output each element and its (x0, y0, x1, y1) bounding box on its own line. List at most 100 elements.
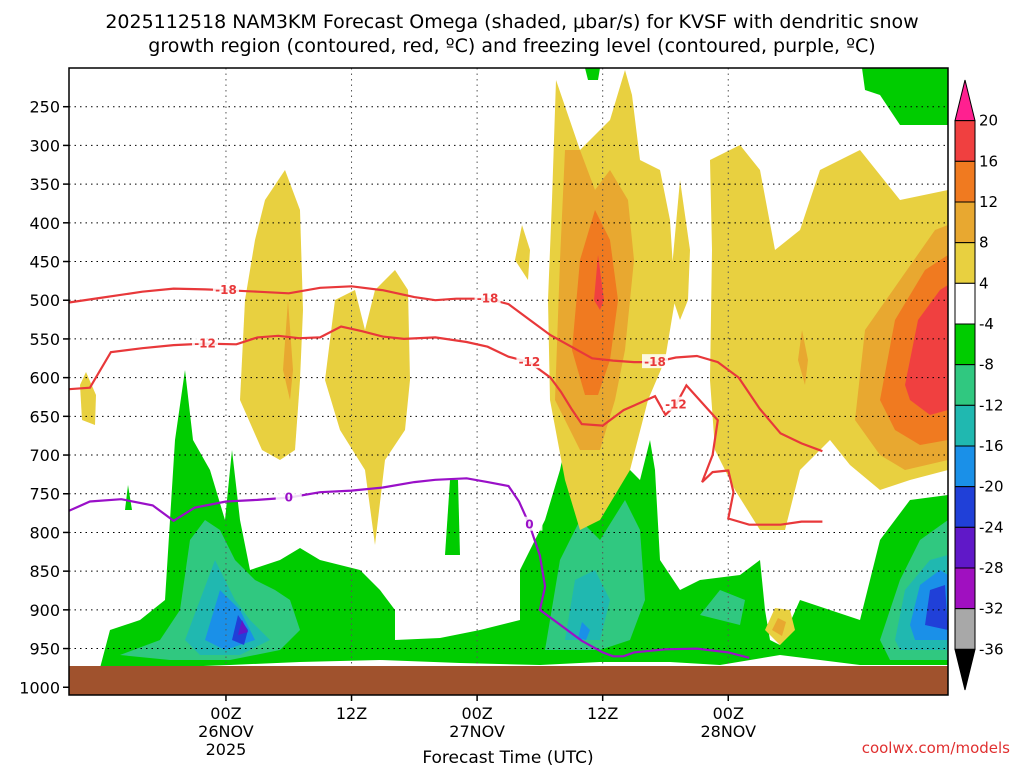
omega-minus12-region4 (700, 590, 745, 625)
colorbar-tick-label: -16 (979, 437, 1004, 455)
colorbar-swatch (954, 201, 976, 244)
y-tick-label: 600 (29, 369, 60, 388)
colorbar-swatch (954, 282, 976, 325)
grid-lines (69, 68, 948, 695)
x-tick-label: 12Z (336, 704, 367, 723)
contour-label: 0 (285, 491, 293, 505)
omega-minus20-region3 (578, 622, 590, 640)
y-tick-label: 900 (29, 601, 60, 620)
y-tick-label: 850 (29, 562, 60, 581)
y-tick-label: 800 (29, 523, 60, 542)
y-tick-label: 1000 (19, 678, 60, 697)
y-tick-label: 550 (29, 330, 60, 349)
credit-text: coolwx.com/models (862, 739, 1010, 757)
contour-label: -18 (215, 283, 237, 297)
omega-positive8-region-i (798, 330, 808, 385)
omega-negative-region-small2 (125, 485, 132, 510)
contour-label: 0 (525, 518, 533, 532)
omega-positive-region-c (515, 225, 530, 280)
y-tick-label: 750 (29, 485, 60, 504)
omega-negative-region-main (100, 370, 948, 668)
contour-label-bg (212, 282, 239, 297)
y-tick-label: 250 (29, 98, 60, 117)
contour-label-bg (662, 396, 689, 411)
x-tick-label: 00Z (713, 704, 744, 723)
omega-negative-region-topright (862, 68, 948, 125)
colorbar: 20 16 12 8 4 -4 -8 -12 -16 -20 -24 -28 -32 -36 (954, 79, 1004, 691)
colorbar-swatch (954, 486, 976, 528)
plot-frame (68, 67, 949, 696)
omega-negative-region-top (585, 68, 600, 80)
colorbar-tick-label: -32 (979, 600, 1004, 618)
colorbar-tick-label: -24 (979, 518, 1004, 536)
colorbar-swatch (954, 608, 976, 650)
contour-label: -12 (665, 398, 687, 412)
colorbar-swatch (954, 160, 976, 203)
y-tick-label: 650 (29, 407, 60, 426)
x-tick-label: 12Z (587, 704, 618, 723)
x-tick-label: 00Z (210, 704, 241, 723)
contour-freezing-level-0c (68, 477, 750, 659)
x-tick-date: 27NOV (449, 722, 505, 741)
contour-label-bg (516, 516, 543, 531)
x-tick-year: 2025 (206, 740, 247, 759)
terrain-surface (69, 666, 948, 695)
y-tick-label: 300 (29, 136, 60, 155)
chart-title-line1: 2025112518 NAM3KM Forecast Omega (shaded… (105, 11, 918, 33)
y-axis: 250 300 350 400 450 500 550 600 650 700 750 800 850 9… (19, 98, 69, 697)
colorbar-swatch (954, 323, 976, 366)
y-tick-label: 450 (29, 253, 60, 272)
colorbar-tick-label: 12 (979, 193, 998, 211)
colorbar-tick-label: -12 (979, 396, 1004, 414)
colorbar-swatch (954, 648, 976, 691)
omega-positive16-region-f (905, 285, 948, 415)
x-axis-label: Forecast Time (UTC) (422, 748, 593, 768)
contour-label-bg (516, 354, 543, 369)
contour-label-bg (192, 335, 219, 350)
contour-label: -12 (519, 355, 541, 369)
x-tick-date: 26NOV (198, 722, 254, 741)
y-tick-label: 500 (29, 291, 60, 310)
colorbar-swatch (954, 120, 976, 162)
colorbar-tick-label: 16 (979, 152, 998, 170)
colorbar-swatch (954, 364, 976, 406)
omega-positive-region-e (670, 180, 690, 320)
colorbar-tick-label: 4 (979, 274, 989, 292)
x-tick-label: 00Z (461, 704, 492, 723)
y-tick-label: 400 (29, 214, 60, 233)
contour-label-bg (275, 489, 302, 504)
omega-negative-region-small1 (445, 480, 460, 555)
omega-minus28-region (238, 620, 248, 635)
colorbar-tick-label: -20 (979, 478, 1004, 496)
plot-area: -18 -18 -18 -12 -12 -12 0 0 (68, 67, 949, 696)
colorbar-swatch (954, 242, 976, 284)
omega-minus24-region (925, 585, 948, 630)
y-tick-label: 700 (29, 446, 60, 465)
omega-positive16-region-d (594, 255, 604, 310)
omega-positive-region-g (80, 372, 96, 425)
contour-label: -18 (477, 292, 499, 306)
colorbar-tick-label: -28 (979, 559, 1004, 577)
contour-lines: -18 -18 -18 -12 -12 -12 0 0 (68, 282, 823, 659)
omega-positive8-region-h (772, 618, 786, 636)
colorbar-tick-label: 20 (979, 112, 998, 130)
x-tick-date: 28NOV (700, 722, 756, 741)
colorbar-tick-label: -8 (979, 356, 994, 374)
omega-minus16-region2 (565, 570, 610, 640)
colorbar-tick-label: -4 (979, 315, 994, 333)
contour-label-bg (642, 354, 668, 369)
omega-positive12-region-d (572, 210, 618, 395)
y-tick-label: 950 (29, 640, 60, 659)
contour-dendritic-12c (68, 325, 823, 526)
colorbar-swatch (954, 567, 976, 610)
colorbar-swatch (954, 526, 976, 569)
chart-title-line2: growth region (contoured, red, ºC) and f… (148, 35, 875, 57)
colorbar-tick-label: -36 (979, 640, 1004, 658)
contour-label-bg (474, 290, 501, 305)
colorbar-swatch (954, 445, 976, 488)
colorbar-tick-label: 8 (979, 234, 989, 252)
contour-label: -12 (194, 337, 216, 351)
contour-label: -18 (644, 355, 666, 369)
